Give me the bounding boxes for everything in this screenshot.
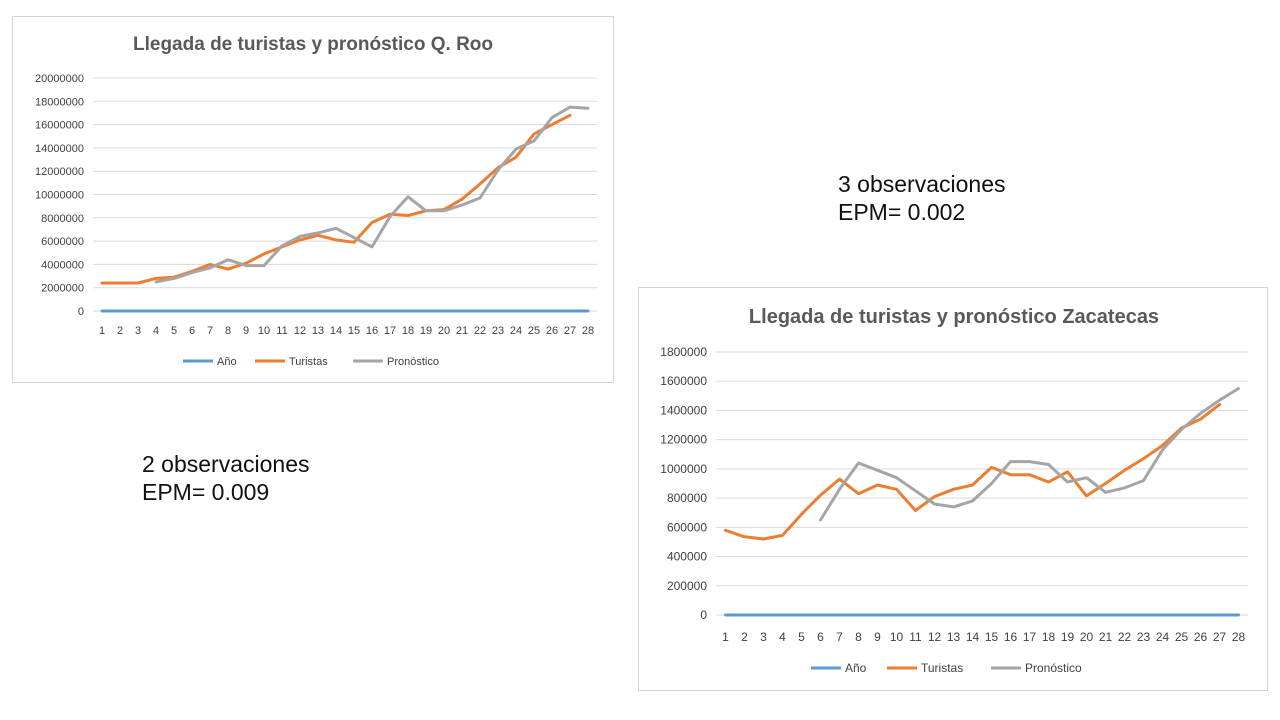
chart-0-y-tick-label: 14000000 — [35, 143, 84, 155]
chart-0-x-tick-label: 19 — [420, 325, 432, 337]
observations-label: 2 observaciones — [142, 451, 310, 477]
chart-1-x-tick-label: 18 — [1042, 630, 1056, 644]
chart-0-x-tick-label: 13 — [312, 325, 324, 337]
chart-1-x-tick-label: 8 — [855, 630, 862, 644]
chart-0-y-tick-label: 6000000 — [41, 236, 84, 248]
chart-1-x-tick-label: 9 — [874, 630, 881, 644]
chart-1-x-tick-label: 28 — [1232, 630, 1246, 644]
epm-label: EPM= 0.002 — [838, 199, 966, 225]
chart-1-y-tick-label: 1400000 — [660, 403, 707, 417]
chart-0-y-tick-label: 2000000 — [41, 283, 84, 295]
chart-1-x-tick-label: 21 — [1099, 630, 1113, 644]
chart-0-x-tick-label: 3 — [135, 325, 141, 337]
chart-0-x-tick-label: 16 — [366, 325, 378, 337]
chart-0-legend-label-anio: Año — [217, 356, 237, 368]
note-zacatecas: 3 observaciones EPM= 0.002 — [838, 170, 1006, 226]
chart-1-legend-label-turistas: Turistas — [921, 661, 963, 675]
chart-1-x-tick-label: 26 — [1194, 630, 1208, 644]
chart-1-series-pronostico-line — [819, 387, 1240, 522]
chart-1-y-tick-label: 1200000 — [660, 433, 707, 447]
chart-1-x-tick-label: 23 — [1137, 630, 1151, 644]
chart-1-y-tick-label: 0 — [700, 608, 707, 622]
chart-0-title: Llegada de turistas y pronóstico Q. Roo — [133, 34, 493, 55]
chart-1-x-tick-label: 11 — [909, 630, 922, 644]
chart-0-x-tick-label: 24 — [510, 325, 522, 337]
chart-0-x-tick-label: 14 — [330, 325, 342, 337]
chart-1-x-tick-label: 16 — [1004, 630, 1018, 644]
chart-1-y-tick-label: 1000000 — [660, 462, 707, 476]
chart-qroo: Llegada de turistas y pronóstico Q. Roo 0… — [12, 16, 614, 383]
chart-0-y-tick-label: 16000000 — [35, 120, 84, 132]
chart-0-x-tick-label: 27 — [564, 325, 576, 337]
chart-zacatecas: Llegada de turistas y pronóstico Zacatec… — [638, 287, 1268, 691]
chart-0-series-turistas-line — [100, 113, 572, 285]
chart-1-x-tick-label: 4 — [779, 630, 786, 644]
chart-1-x-tick-label: 2 — [741, 630, 748, 644]
chart-1-x-tick-label: 13 — [947, 630, 961, 644]
chart-0-y-tick-label: 10000000 — [35, 190, 84, 202]
chart-1-x-tick-label: 7 — [836, 630, 843, 644]
chart-1-x-tick-label: 12 — [928, 630, 942, 644]
chart-1-x-tick-label: 22 — [1118, 630, 1132, 644]
chart-1-x-tick-label: 19 — [1061, 630, 1075, 644]
chart-1-x-tick-label: 3 — [760, 630, 767, 644]
chart-1-x-tick-label: 25 — [1175, 630, 1189, 644]
chart-0-x-tick-label: 1 — [99, 325, 105, 337]
observations-label: 3 observaciones — [838, 171, 1006, 197]
chart-0-y-tick-label: 12000000 — [35, 166, 84, 178]
chart-0-x-tick-label: 15 — [348, 325, 360, 337]
chart-0-x-tick-label: 11 — [276, 325, 287, 337]
chart-0-x-tick-label: 22 — [474, 325, 486, 337]
chart-0-y-tick-label: 4000000 — [41, 259, 84, 271]
chart-1-x-tick-label: 14 — [966, 630, 980, 644]
chart-0-x-tick-label: 25 — [528, 325, 540, 337]
chart-1-y-tick-label: 600000 — [667, 520, 707, 534]
chart-1-y-tick-label: 1600000 — [660, 374, 707, 388]
chart-qroo-svg: Llegada de turistas y pronóstico Q. Roo 0… — [35, 34, 597, 368]
chart-0-x-tick-label: 18 — [402, 325, 414, 337]
chart-zacatecas-svg: Llegada de turistas y pronóstico Zacatec… — [660, 306, 1248, 675]
chart-0-y-tick-label: 0 — [78, 306, 84, 318]
chart-0-series-pronostico-line — [154, 105, 590, 284]
chart-0-x-tick-label: 21 — [456, 325, 468, 337]
note-qroo: 2 observaciones EPM= 0.009 — [142, 450, 310, 506]
chart-1-x-tick-label: 10 — [890, 630, 904, 644]
chart-1-y-tick-label: 200000 — [667, 579, 707, 593]
chart-0-x-tick-label: 12 — [294, 325, 306, 337]
chart-1-x-tick-label: 15 — [985, 630, 999, 644]
chart-0-x-tick-label: 9 — [243, 325, 249, 337]
chart-1-x-tick-label: 5 — [798, 630, 805, 644]
chart-0-legend-label-turistas: Turistas — [289, 356, 328, 368]
chart-1-x-tick-label: 20 — [1080, 630, 1094, 644]
chart-1-series-turistas-line — [724, 403, 1221, 541]
chart-1-title: Llegada de turistas y pronóstico Zacatec… — [749, 306, 1159, 328]
chart-0-x-tick-label: 10 — [258, 325, 270, 337]
chart-0-x-tick-label: 5 — [171, 325, 177, 337]
chart-1-x-tick-label: 24 — [1156, 630, 1170, 644]
chart-1-y-tick-label: 400000 — [667, 550, 707, 564]
chart-0-x-tick-label: 7 — [207, 325, 213, 337]
chart-0-x-tick-label: 2 — [117, 325, 123, 337]
chart-1-x-tick-label: 6 — [817, 630, 824, 644]
chart-1-y-tick-label: 800000 — [667, 491, 707, 505]
chart-0-x-tick-label: 17 — [384, 325, 396, 337]
chart-0-x-tick-label: 4 — [153, 325, 159, 337]
chart-1-x-tick-label: 27 — [1213, 630, 1227, 644]
chart-1-x-tick-label: 1 — [722, 630, 729, 644]
chart-0-legend-label-pronostico: Pronóstico — [387, 356, 439, 368]
chart-1-x-tick-label: 17 — [1023, 630, 1037, 644]
chart-0-x-tick-label: 23 — [492, 325, 504, 337]
chart-0-x-tick-label: 28 — [582, 325, 594, 337]
chart-0-x-tick-label: 8 — [225, 325, 231, 337]
chart-1-legend-label-anio: Año — [845, 661, 867, 675]
chart-0-y-tick-label: 8000000 — [41, 213, 84, 225]
chart-1-y-tick-label: 1800000 — [660, 345, 707, 359]
chart-0-x-tick-label: 26 — [546, 325, 558, 337]
chart-1-legend-label-pronostico: Pronóstico — [1025, 661, 1082, 675]
epm-label: EPM= 0.009 — [142, 479, 270, 505]
chart-0-x-tick-label: 20 — [438, 325, 450, 337]
chart-0-y-tick-label: 20000000 — [35, 73, 84, 85]
chart-0-x-tick-label: 6 — [189, 325, 195, 337]
chart-0-y-tick-label: 18000000 — [35, 96, 84, 108]
